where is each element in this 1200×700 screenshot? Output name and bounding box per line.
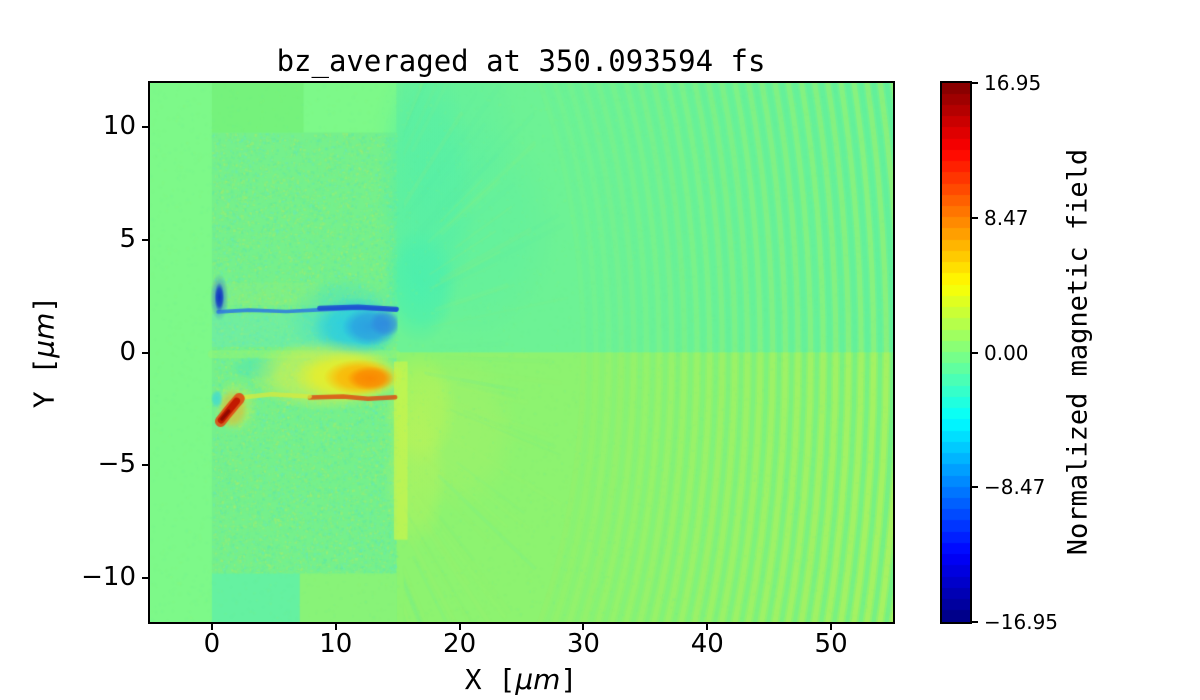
colorbar-tick-label: 0.00 [984, 340, 1029, 365]
y-tick-label: 5 [119, 223, 136, 254]
x-tick-mark [210, 622, 213, 630]
x-tick-mark [582, 622, 585, 630]
plot-frame [148, 81, 895, 624]
x-tick-mark [458, 622, 461, 630]
y-tick-mark [142, 125, 150, 128]
heatmap-canvas [150, 83, 893, 622]
chart-title: bz_averaged at 350.093594 fs [276, 44, 766, 78]
y-tick-mark [142, 351, 150, 354]
colorbar-frame [940, 81, 972, 624]
y-tick-mark [142, 577, 150, 580]
colorbar-tick-mark [970, 82, 978, 84]
x-tick-label: 40 [690, 629, 724, 659]
colorbar-tick-mark [970, 486, 978, 489]
y-tick-label: −5 [97, 449, 136, 480]
colorbar-tick-label: 16.95 [984, 71, 1042, 95]
colorbar-canvas [942, 83, 970, 622]
colorbar-tick-mark [970, 351, 978, 354]
x-tick-label: 10 [319, 629, 353, 659]
x-tick-mark [830, 622, 833, 630]
y-axis-unit: μm [27, 312, 61, 358]
y-tick-mark [142, 238, 150, 241]
y-tick-label: 10 [102, 110, 136, 141]
colorbar-tick-label: −8.47 [984, 475, 1046, 500]
y-axis-label-pre: Y [ [27, 357, 61, 409]
x-axis-label-pre: X [ [464, 663, 516, 696]
colorbar-tick-mark [970, 621, 978, 623]
colorbar-tick-mark [970, 216, 978, 219]
colorbar-tick-label: 8.47 [984, 205, 1029, 230]
x-axis-label-post: ] [560, 663, 578, 696]
x-tick-mark [334, 622, 337, 630]
x-tick-label: 50 [814, 629, 848, 659]
colorbar-tick-label: −16.95 [984, 610, 1059, 634]
y-tick-mark [142, 464, 150, 467]
colorbar-label: Normalized magnetic field [1062, 148, 1094, 556]
x-axis-unit: μm [515, 663, 561, 696]
y-axis-label: Y [μm] [28, 296, 61, 409]
x-axis-label: X [μm] [465, 663, 578, 696]
x-tick-label: 0 [203, 629, 221, 659]
x-tick-label: 20 [443, 629, 477, 659]
y-axis-label-post: ] [27, 295, 61, 313]
y-tick-label: 0 [119, 336, 136, 367]
x-tick-mark [706, 622, 709, 630]
y-tick-label: −10 [81, 562, 136, 593]
x-tick-label: 30 [566, 629, 600, 659]
